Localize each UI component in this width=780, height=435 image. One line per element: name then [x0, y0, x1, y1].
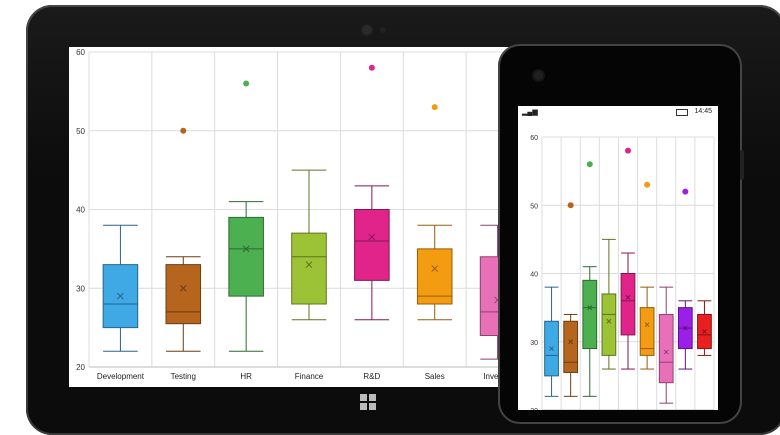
battery-icon — [676, 109, 688, 116]
y-tick-label: 30 — [76, 284, 85, 293]
phone-box-plot-chart: 20 30 40 50 60 — [530, 135, 715, 410]
y-tick-label: 40 — [530, 272, 538, 279]
box — [658, 313, 674, 384]
outlier-point — [431, 104, 438, 111]
phone-status-bar: ▂▄▆ 14:45 — [518, 106, 718, 118]
signal-icon: ▂▄▆ — [522, 109, 538, 116]
mean-marker — [242, 245, 250, 253]
box — [228, 216, 264, 297]
x-tick-label: Development — [97, 372, 145, 381]
windows-start-icon[interactable] — [360, 394, 376, 410]
mean-marker — [682, 325, 688, 331]
x-tick-label: Inventry — [483, 372, 511, 381]
mean-marker — [549, 346, 554, 351]
outlier-point — [243, 80, 250, 87]
x-tick-label: Finance — [295, 372, 324, 381]
mean-marker — [587, 305, 593, 310]
mean-marker — [117, 292, 124, 300]
outlier-point — [644, 181, 651, 188]
tablet-sensor-icon — [380, 27, 386, 33]
mean-marker — [368, 233, 376, 241]
tablet-box-plot-chart: 20 30 40 50 60 Development Testing HR Finance R&D… — [76, 48, 530, 381]
x-tick-label: Testing — [171, 372, 196, 381]
mean-marker — [568, 339, 574, 345]
box — [620, 273, 636, 336]
mean-marker — [625, 295, 631, 300]
outlier-point — [368, 64, 375, 71]
outlier-point — [625, 147, 631, 154]
box — [582, 279, 598, 350]
mean-marker — [179, 284, 187, 292]
mean-marker — [663, 349, 669, 355]
phone-screen: ▂▄▆ 14:45 20 30 40 50 60 — [518, 106, 718, 410]
x-tick-label: HR — [240, 372, 252, 381]
status-time: 14:45 — [694, 108, 712, 115]
mean-marker — [606, 318, 612, 324]
box — [354, 209, 390, 281]
x-tick-label: Sales — [425, 372, 445, 381]
x-tick-label: R&D — [363, 372, 380, 381]
phone-camera-icon — [534, 71, 543, 80]
y-tick-label: 30 — [530, 340, 538, 347]
mean-marker — [305, 261, 313, 268]
outlier-point — [586, 161, 593, 168]
mean-marker — [702, 329, 707, 334]
mean-marker — [431, 265, 439, 272]
y-tick-label: 40 — [76, 206, 85, 215]
y-tick-label: 60 — [530, 135, 538, 142]
y-tick-label: 20 — [530, 408, 538, 410]
tablet-screen: 20 30 40 50 60 Development Testing HR Finance R&D… — [69, 47, 530, 387]
box — [165, 264, 202, 325]
outlier-point — [682, 188, 689, 195]
box — [416, 248, 453, 305]
y-tick-label: 50 — [530, 203, 538, 210]
y-tick-label: 50 — [76, 127, 85, 136]
outlier-point — [180, 127, 187, 134]
phone-side-button[interactable] — [740, 150, 744, 180]
box — [291, 232, 327, 305]
mean-marker — [644, 322, 650, 328]
box — [601, 293, 617, 356]
y-tick-label: 60 — [76, 48, 85, 57]
box — [639, 307, 655, 356]
outlier-point — [567, 202, 574, 209]
tablet-camera-icon — [362, 25, 372, 35]
box — [563, 320, 579, 373]
y-tick-label: 20 — [76, 363, 85, 372]
